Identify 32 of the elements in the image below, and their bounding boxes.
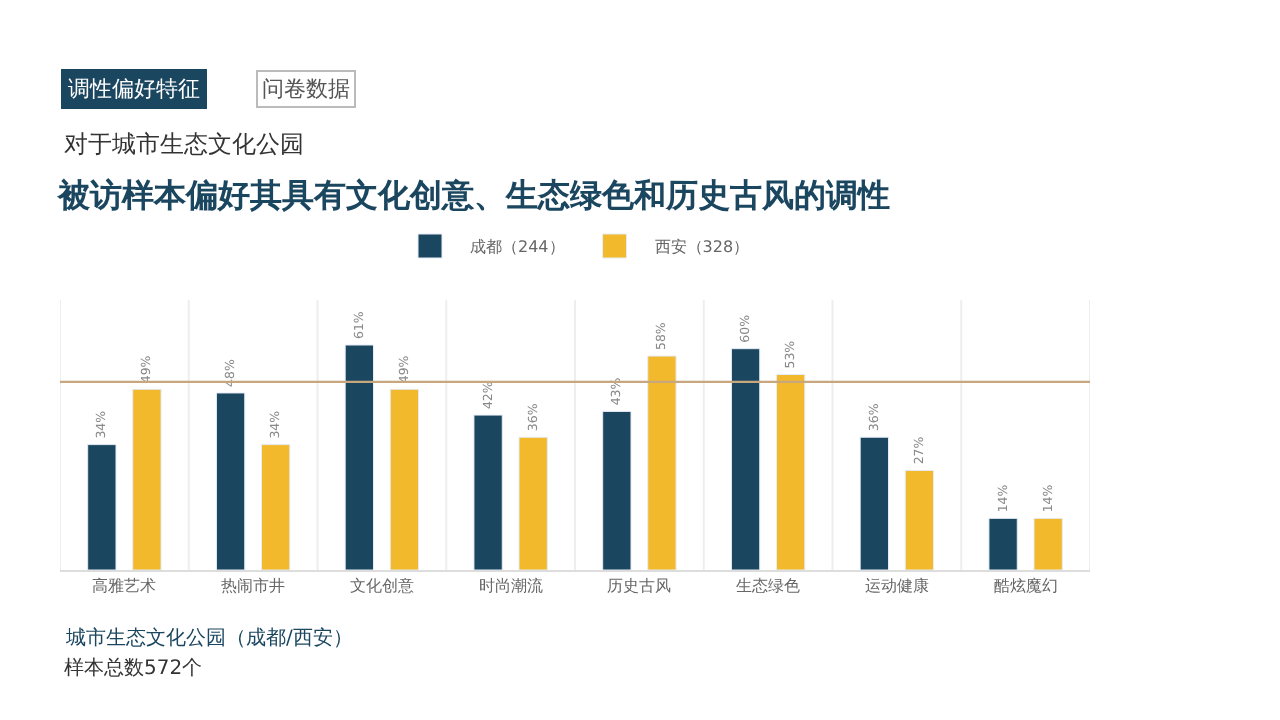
legend-label: 成都（244） (470, 238, 565, 257)
bar (473, 414, 503, 570)
text: 城市生态文化公园（成都/西安） (64, 626, 353, 650)
bar (602, 410, 632, 570)
x-tick-label: 高雅艺术 (92, 577, 157, 596)
x-tick-label: 文化创意 (349, 577, 414, 596)
text: 调性偏好特征 (68, 76, 200, 102)
bar (261, 444, 291, 570)
legend-label: 西安（328） (654, 238, 750, 257)
bar (132, 388, 162, 570)
x-tick-label: 酷炫魔幻 (993, 577, 1058, 596)
bar (215, 392, 246, 570)
x-tick-label: 热闹市井 (221, 577, 286, 596)
bar (87, 444, 117, 570)
bar (389, 388, 420, 570)
bar (344, 344, 374, 570)
chart-title: 被访样本偏好其具有文化创意、生态绿色和历史古风的调性 (55, 175, 890, 214)
x-tick-label: 时尚潮流 (478, 577, 543, 596)
text: 问卷数据 (262, 76, 350, 102)
bar (988, 517, 1018, 570)
text: 样本总数572个 (64, 656, 203, 680)
chart-subtitle: 对于城市生态文化公园 (64, 130, 304, 158)
x-tick-label: 运动健康 (864, 577, 929, 596)
bar (647, 355, 677, 570)
bar (1033, 517, 1063, 570)
bar (904, 469, 935, 570)
x-tick-label: 历史古风 (607, 577, 672, 596)
bar (518, 436, 548, 570)
bar (730, 348, 761, 570)
x-tick-label: 生态绿色 (736, 577, 801, 596)
bar (859, 436, 889, 570)
bar (776, 374, 806, 570)
